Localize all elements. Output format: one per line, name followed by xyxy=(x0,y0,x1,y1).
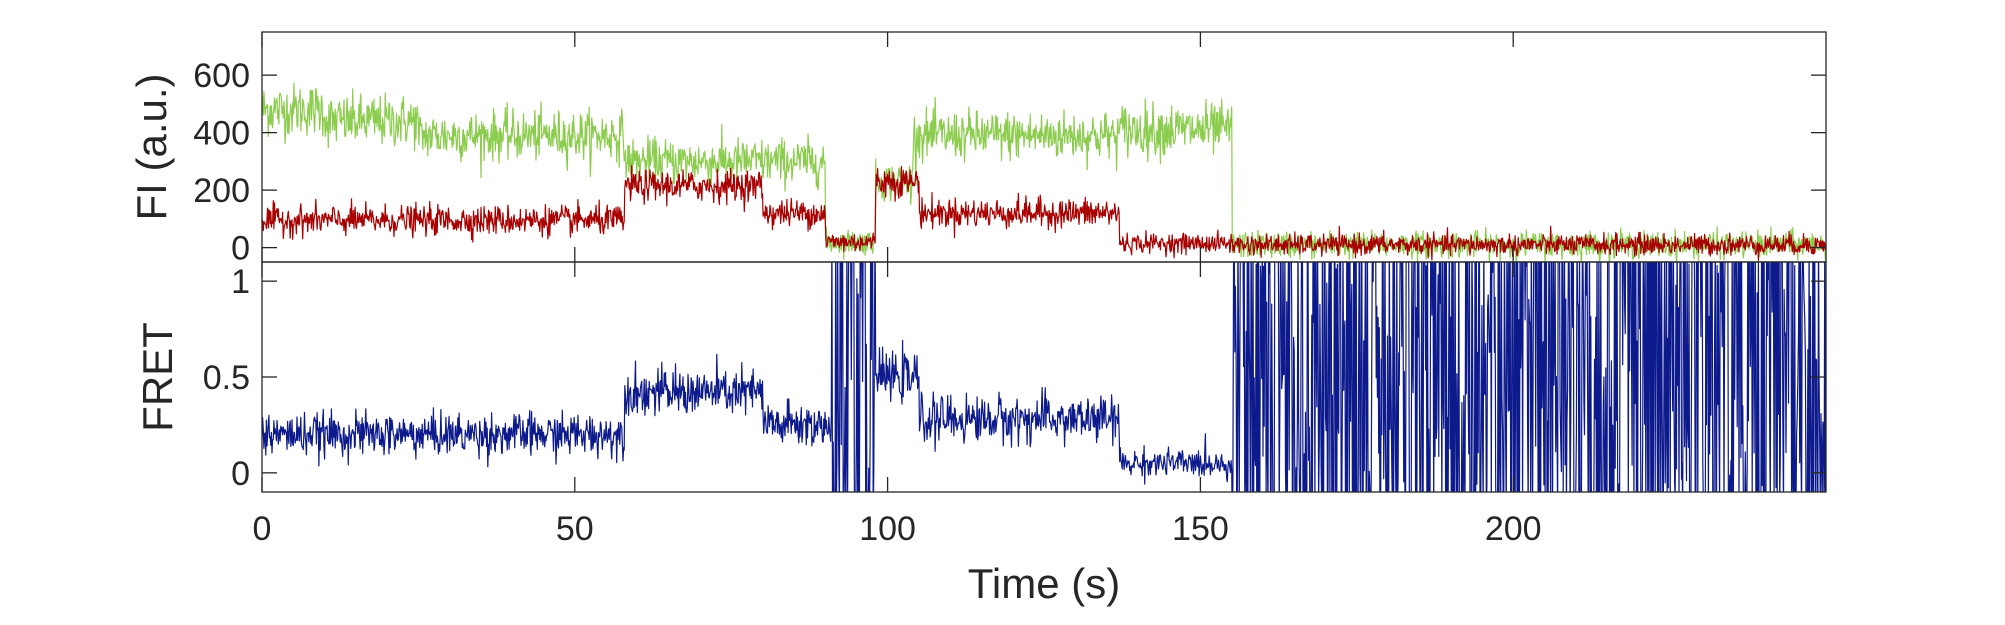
fret-y-axis-label: FRET xyxy=(134,322,181,432)
fret-efficiency-panel: 00.51 0 50 100 150 200 FRET Time (s) xyxy=(134,261,1827,607)
fret-trace-line xyxy=(262,262,1826,492)
y-tick-label: 1 xyxy=(231,263,250,301)
fluorescence-intensity-panel: 0 200 400 600 FI (a.u.) xyxy=(128,31,1827,268)
fluorescence-traces xyxy=(262,82,1826,262)
fluorescence-y-ticks: 0 200 400 600 xyxy=(193,57,1826,268)
x-tick-label: 0 xyxy=(253,510,272,548)
y-tick-label: 0.5 xyxy=(203,359,250,397)
y-tick-label: 200 xyxy=(193,172,250,210)
y-tick-label: 0 xyxy=(231,230,250,268)
y-tick-label: 400 xyxy=(193,115,250,153)
x-tick-label: 200 xyxy=(1485,510,1542,548)
fret-traces xyxy=(262,262,1826,492)
fluorescence-x-ticks xyxy=(261,32,1514,262)
acceptor-trace-line xyxy=(262,164,1826,262)
fluorescence-y-axis-label: FI (a.u.) xyxy=(128,73,175,220)
y-tick-label: 600 xyxy=(193,57,250,95)
time-x-axis-label: Time (s) xyxy=(968,560,1120,607)
x-tick-label: 150 xyxy=(1172,510,1229,548)
fret-x-ticks: 0 50 100 150 200 xyxy=(253,262,1542,548)
y-tick-label: 0 xyxy=(231,455,250,493)
fret-y-ticks: 00.51 xyxy=(203,263,1826,493)
x-tick-label: 100 xyxy=(859,510,916,548)
x-tick-label: 50 xyxy=(556,510,594,548)
